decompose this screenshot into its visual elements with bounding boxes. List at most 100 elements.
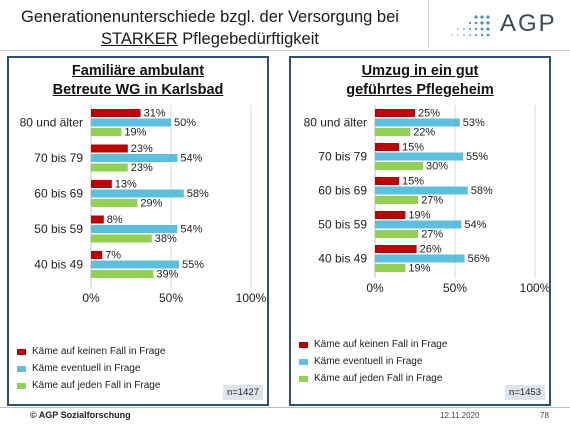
data-label: 58% <box>471 185 493 197</box>
title-keyword: STARKER <box>101 30 178 48</box>
bar <box>375 177 399 185</box>
bar <box>91 118 171 127</box>
data-label: 55% <box>182 259 204 271</box>
legend-item: Käme auf jeden Fall in Frage <box>17 377 165 394</box>
data-label: 54% <box>464 219 486 231</box>
data-label: 53% <box>463 117 485 129</box>
data-label: 15% <box>402 142 424 154</box>
bar <box>91 180 112 188</box>
logo-area <box>428 0 570 48</box>
data-label: 19% <box>408 210 430 222</box>
bar <box>91 270 154 278</box>
legend-item: Käme auf keinen Fall in Frage <box>17 343 165 360</box>
legend-swatch <box>17 365 26 372</box>
bar <box>375 162 423 170</box>
bar <box>91 260 179 269</box>
footer-copyright: © AGP Sozialforschung <box>30 410 131 420</box>
sample-size-badge: n=1427 <box>223 385 263 400</box>
bar <box>91 251 103 259</box>
legend-item: Käme eventuell in Frage <box>17 360 165 377</box>
legend-item: Käme eventuell in Frage <box>299 353 447 370</box>
data-label: 27% <box>421 195 443 207</box>
bar <box>375 254 465 263</box>
bar <box>375 109 415 117</box>
data-label: 27% <box>421 229 443 241</box>
data-label: 7% <box>105 250 121 262</box>
bar <box>375 152 463 161</box>
data-label: 39% <box>156 269 178 281</box>
data-label: 29% <box>140 198 162 210</box>
bar <box>91 128 122 136</box>
category-label: 60 bis 69 <box>34 187 83 201</box>
data-label: 13% <box>115 179 137 191</box>
bar <box>91 109 141 117</box>
sample-size-badge: n=1453 <box>505 385 545 400</box>
chart-title: Umzug in ein gut geführtes Pflegeheim <box>291 62 549 100</box>
x-tick-label: 100% <box>520 281 549 295</box>
logo-text: AGP <box>500 10 557 37</box>
chart-title-line-1: Familiäre ambulant <box>71 63 205 79</box>
chart-title-line-2: geführtes Pflegeheim <box>346 82 494 98</box>
data-label: 56% <box>468 253 490 265</box>
bar <box>375 211 406 219</box>
data-label: 23% <box>131 162 153 174</box>
bar <box>91 154 178 162</box>
category-label: 40 bis 49 <box>34 258 83 272</box>
bar <box>375 264 406 272</box>
bar <box>375 186 468 195</box>
bar <box>375 196 419 204</box>
chart-panel-right: Umzug in ein gut geführtes Pflegeheim 0%… <box>289 56 551 406</box>
bar <box>375 128 411 136</box>
data-label: 55% <box>466 151 488 163</box>
title-line-1: Generationenunterschiede bzgl. der Verso… <box>21 8 399 26</box>
chart-panel-left: Familiäre ambulant Betreute WG in Karlsb… <box>7 56 269 406</box>
bar <box>375 230 419 238</box>
category-label: 50 bis 59 <box>318 218 367 232</box>
bar <box>91 144 128 153</box>
chart-title-line-1: Umzug in ein gut <box>361 63 479 79</box>
data-label: 19% <box>408 263 430 275</box>
data-label: 31% <box>144 108 166 120</box>
x-tick-label: 50% <box>443 281 467 295</box>
chart-title-line-2: Betreute WG in Karlsbad <box>52 82 224 98</box>
chart-legend: Käme auf keinen Fall in Frage Käme event… <box>17 343 165 394</box>
data-label: 22% <box>413 127 435 139</box>
legend-label: Käme auf jeden Fall in Frage <box>32 380 161 391</box>
category-label: 80 und älter <box>20 116 83 130</box>
data-label: 23% <box>131 143 153 155</box>
category-label: 50 bis 59 <box>34 222 83 236</box>
bar <box>375 118 460 127</box>
bar-chart: 0% 50% 100% 80 und älter 31% 50% 19% 70 bis 79 2… <box>20 105 267 305</box>
data-label: 38% <box>155 233 177 245</box>
category-label: 70 bis 79 <box>34 151 83 165</box>
category-label: 70 bis 79 <box>318 150 367 164</box>
data-label: 54% <box>180 224 202 236</box>
legend-item: Käme auf keinen Fall in Frage <box>299 336 447 353</box>
category-label: 40 bis 49 <box>318 252 367 266</box>
legend-swatch <box>17 348 26 355</box>
legend-item: Käme auf jeden Fall in Frage <box>299 370 447 387</box>
data-label: 26% <box>420 244 442 256</box>
bar <box>91 215 104 224</box>
footer-date: 12.11.2020 <box>440 411 480 420</box>
bar <box>91 225 178 233</box>
bar <box>375 220 462 229</box>
category-label: 60 bis 69 <box>318 184 367 198</box>
page-title: Generationenunterschiede bzgl. der Verso… <box>10 6 410 50</box>
legend-swatch <box>299 341 308 348</box>
legend-swatch <box>299 375 308 382</box>
bar <box>91 189 184 198</box>
legend-swatch <box>299 358 308 365</box>
bar <box>375 245 417 253</box>
data-label: 58% <box>187 188 209 200</box>
x-tick-label: 100% <box>236 291 267 305</box>
legend-swatch <box>17 382 26 389</box>
data-label: 50% <box>174 117 196 129</box>
legend-label: Käme eventuell in Frage <box>32 363 141 374</box>
legend-label: Käme auf keinen Fall in Frage <box>314 339 448 350</box>
chart-legend: Käme auf keinen Fall in Frage Käme event… <box>299 336 447 387</box>
x-tick-label: 0% <box>82 291 100 305</box>
category-label: 80 und älter <box>304 116 367 130</box>
title-line-2-rest: Pflegebedürftigkeit <box>177 30 319 48</box>
bar <box>91 163 128 172</box>
